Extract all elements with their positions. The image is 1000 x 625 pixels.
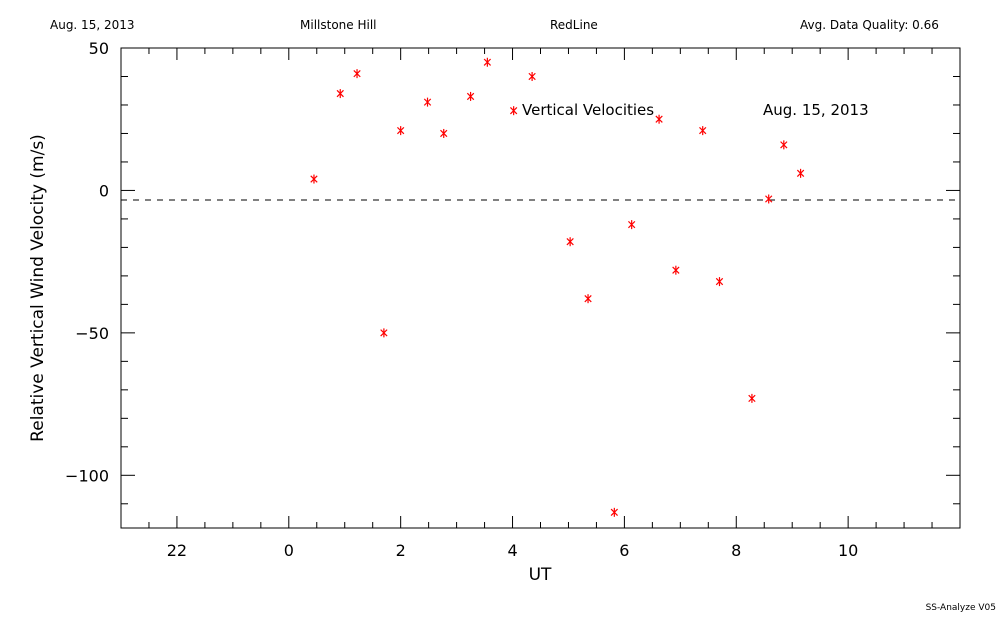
data-point xyxy=(466,91,475,101)
x-tick-label: 4 xyxy=(507,541,517,560)
data-point xyxy=(566,237,574,247)
data-point xyxy=(748,393,756,403)
data-point xyxy=(336,89,344,99)
x-tick-label: 0 xyxy=(284,541,294,560)
data-point xyxy=(310,174,318,184)
data-point xyxy=(584,294,592,304)
y-tick-label: −50 xyxy=(75,324,109,343)
data-point xyxy=(796,168,805,178)
data-point xyxy=(353,69,361,79)
data-point xyxy=(628,220,636,230)
x-tick-labels: 22 0 2 4 6 8 10 xyxy=(167,541,859,560)
header-date: Aug. 15, 2013 xyxy=(50,18,135,32)
plot-frame xyxy=(120,47,961,529)
data-point xyxy=(765,194,773,204)
data-point xyxy=(440,128,448,138)
y-tick-label: 50 xyxy=(89,39,109,58)
x-axis-label: UT xyxy=(529,565,552,585)
x-tick-label: 10 xyxy=(838,541,858,560)
data-point xyxy=(380,328,388,338)
y-tick-labels: 50 0 −50 −100 xyxy=(65,39,109,485)
annotation-date: Aug. 15, 2013 xyxy=(763,101,869,119)
x-tick-label: 8 xyxy=(731,541,741,560)
header-data-quality: Avg. Data Quality: 0.66 xyxy=(800,18,939,32)
data-point xyxy=(715,277,724,287)
x-tick-label: 6 xyxy=(619,541,629,560)
y-axis-label: Relative Vertical Wind Velocity (m/s) xyxy=(28,134,48,442)
x-tick-label: 22 xyxy=(167,541,187,560)
data-point xyxy=(528,71,536,81)
data-point xyxy=(699,126,707,136)
x-tick-label: 2 xyxy=(396,541,406,560)
header-site: Millstone Hill xyxy=(300,18,377,32)
y-tick-label: 0 xyxy=(99,181,109,200)
header-instrument: RedLine xyxy=(550,18,598,32)
axis-ticks xyxy=(121,47,960,528)
software-version: SS-Analyze V05 xyxy=(925,603,996,613)
annotation-vertical-velocities: Vertical Velocities xyxy=(522,101,654,119)
data-points xyxy=(310,57,805,517)
data-point xyxy=(483,57,492,67)
data-point xyxy=(655,114,663,124)
data-point xyxy=(509,106,518,116)
data-point xyxy=(780,140,788,150)
y-tick-label: −100 xyxy=(65,466,109,485)
data-point xyxy=(610,507,618,517)
data-point xyxy=(423,97,432,107)
data-point xyxy=(672,265,680,275)
data-point xyxy=(397,126,405,136)
